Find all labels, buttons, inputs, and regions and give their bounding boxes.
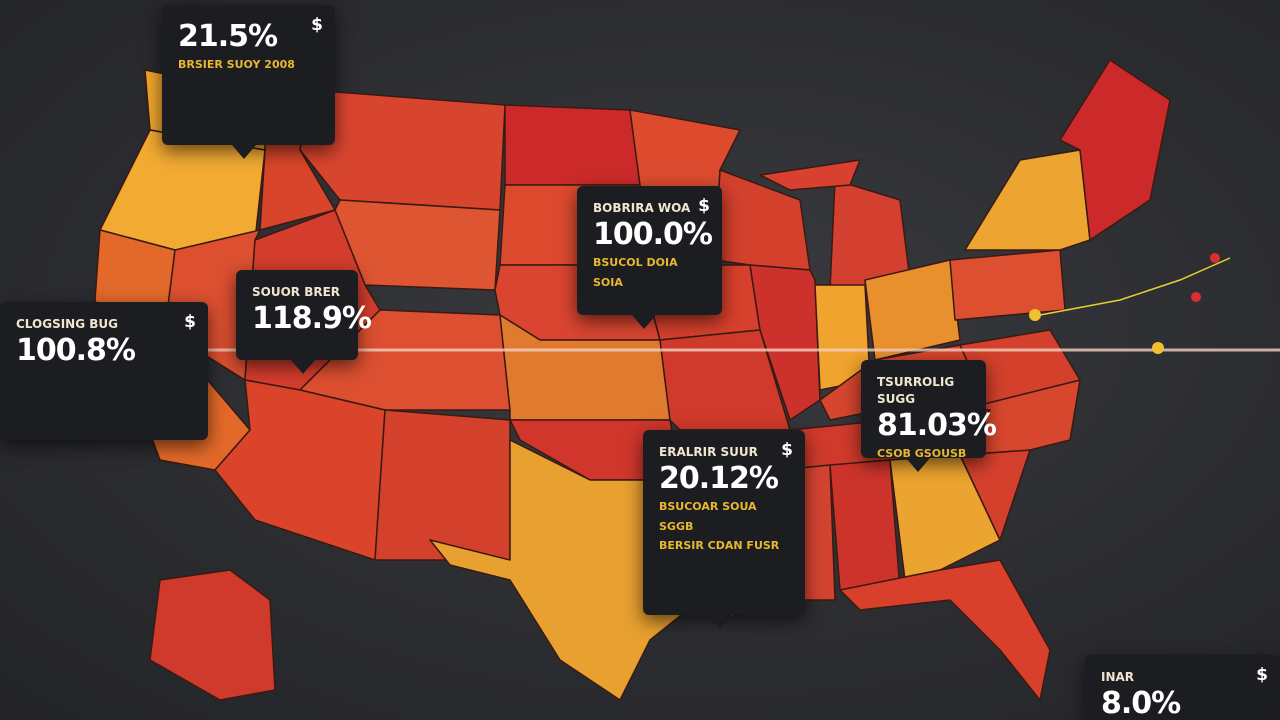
state xyxy=(149,569,276,701)
callout-heading: SOUOR BRER xyxy=(252,285,341,299)
callout-value: 118.9% xyxy=(252,300,372,336)
callout-line: BSUCOAR SOUA SGGB xyxy=(659,499,757,533)
state xyxy=(504,104,641,186)
callout-value: 100.0% xyxy=(593,216,713,252)
state xyxy=(374,409,511,561)
state xyxy=(299,309,511,411)
callout-heading: CLOGSING BUG xyxy=(16,317,118,331)
callout: INAR $8.0% xyxy=(1085,655,1280,720)
state xyxy=(829,459,901,591)
callout-value: 100.8% xyxy=(16,332,136,368)
callout-pointer xyxy=(632,315,656,329)
callout: BOBRIRA WOA $100.0% BSUCOL DOIA SOIA xyxy=(577,186,722,329)
callout-pointer xyxy=(291,360,315,374)
state xyxy=(864,259,961,361)
callout-currency: $ xyxy=(184,312,196,332)
callout-heading: ERALRIR SUUR xyxy=(659,445,758,459)
callout-currency: $ xyxy=(311,15,323,35)
callout-line: BRSIER SUOY 2008 xyxy=(178,58,295,71)
callout-line: BSUCOL DOIA SOIA xyxy=(593,255,678,289)
state xyxy=(949,249,1066,321)
callout: SOUOR BRER 118.9% xyxy=(236,270,372,374)
callout-heading: BOBRIRA WOA xyxy=(593,201,691,215)
connector xyxy=(1039,257,1231,316)
dot xyxy=(1152,342,1164,354)
dot xyxy=(1191,292,1201,302)
callout-value: 20.12% xyxy=(659,460,779,496)
callout-heading: TSURROLIG SUGG xyxy=(877,375,955,406)
callout: ERALRIR SUUR $20.12% BSUCOAR SOUA SGGB BERS… xyxy=(643,430,805,629)
callout-currency: $ xyxy=(781,440,793,460)
callout: 21.5% $ BRSIER SUOY 2008 xyxy=(162,5,335,159)
state xyxy=(964,149,1091,251)
dot xyxy=(1210,253,1220,263)
state xyxy=(334,199,501,291)
dot xyxy=(1029,309,1041,321)
state xyxy=(839,559,1051,701)
callout-value: 8.0% xyxy=(1101,685,1181,720)
callout-value: 81.03% xyxy=(877,407,997,443)
callout-pointer xyxy=(232,145,256,159)
callout-line: BERSIR CDAN FUSR xyxy=(659,539,780,553)
callout-pointer xyxy=(906,458,930,472)
callout-currency: $ xyxy=(1256,665,1268,685)
state xyxy=(214,379,386,561)
callout-value: 21.5% xyxy=(178,19,278,54)
callout-heading: INAR xyxy=(1101,670,1135,684)
state xyxy=(1059,59,1171,241)
callout-pointer xyxy=(708,615,732,629)
state xyxy=(759,159,861,191)
callout: TSURROLIG SUGG 81.03% CSOB GSOUSB xyxy=(861,360,997,472)
callout-currency: $ xyxy=(698,196,710,216)
callout-line: CSOB GSOUSB xyxy=(877,446,967,460)
callout: CLOGSING BUG $100.8% xyxy=(0,302,208,440)
